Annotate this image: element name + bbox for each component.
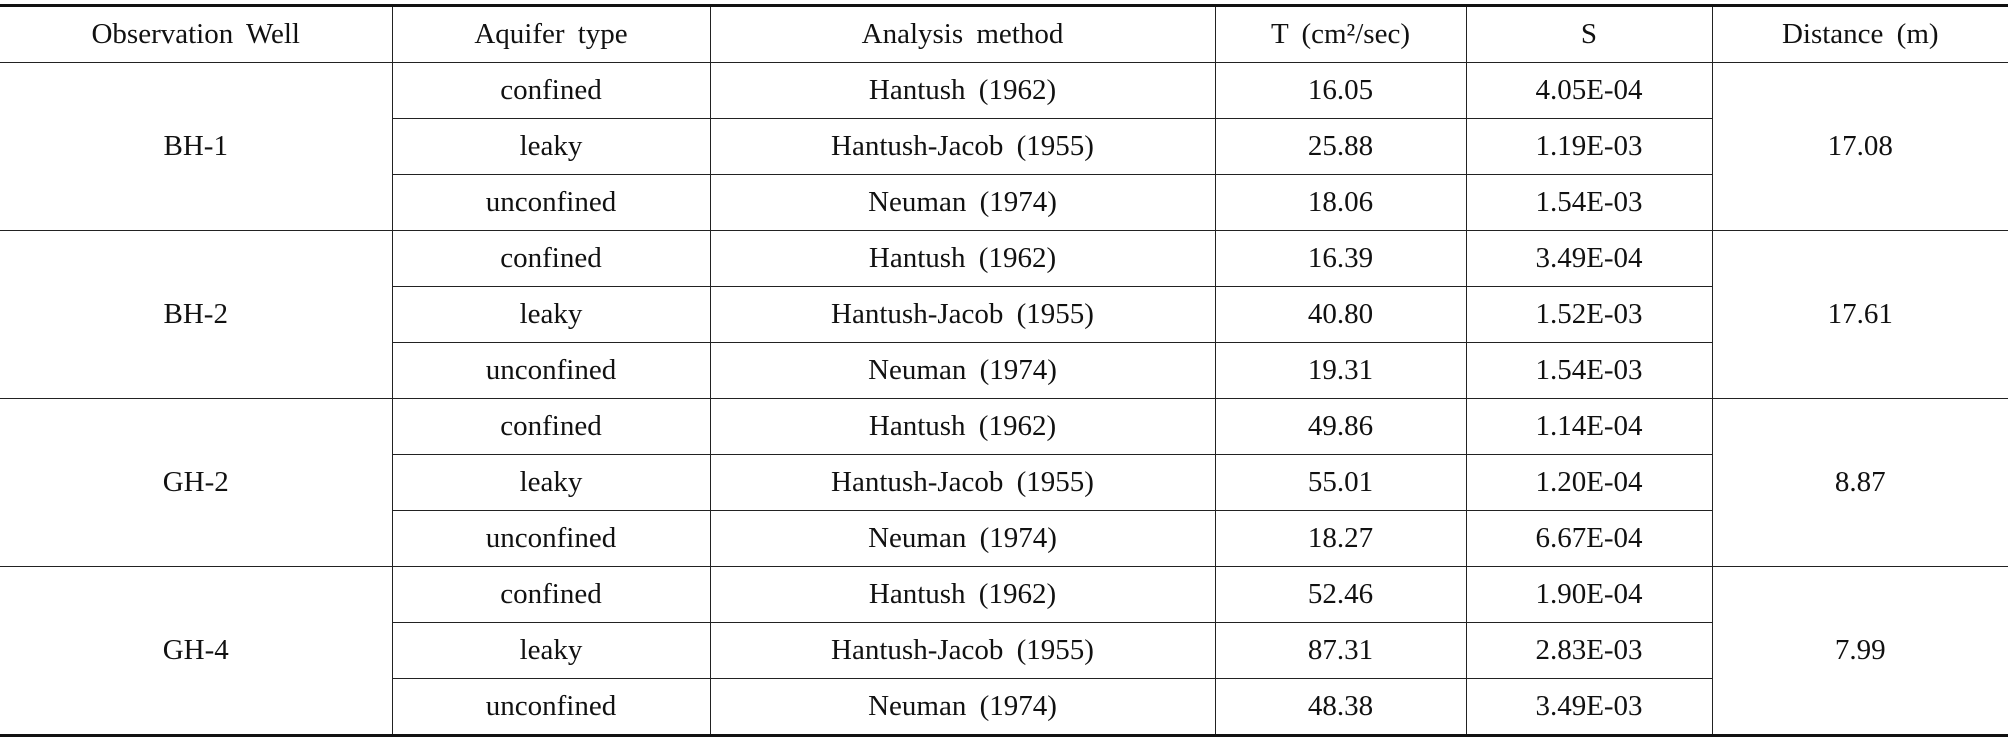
table-row: leaky Hantush-Jacob (1955) 55.01 1.20E-04: [0, 454, 2008, 511]
table-row: unconfined Neuman (1974) 18.06 1.54E-03: [0, 174, 2008, 231]
header-row: Observation Well Aquifer type Analysis met…: [0, 4, 2008, 63]
data-cell: Hantush (1962): [709, 62, 1216, 119]
well-cell: BH-1: [0, 62, 393, 231]
data-cell: 18.27: [1214, 510, 1467, 567]
data-cell: 16.05: [1214, 62, 1467, 119]
well-cell: GH-4: [0, 566, 393, 737]
header-cell: Analysis method: [709, 4, 1216, 63]
data-cell: 25.88: [1214, 118, 1467, 175]
table-row: BH-1 confined Hantush (1962) 16.05 4.05E-04 1…: [0, 62, 2008, 231]
data-cell: 18.06: [1214, 174, 1467, 231]
data-cell: 1.20E-04: [1465, 454, 1712, 511]
data-cell: 49.86: [1214, 398, 1467, 455]
data-cell: 16.39: [1214, 230, 1467, 287]
header-cell: Distance (m): [1711, 4, 2008, 63]
data-cell: Neuman (1974): [709, 342, 1216, 399]
well-cell: BH-2: [0, 230, 393, 399]
data-cell: confined: [391, 398, 711, 455]
table-row: GH-2 confined Hantush (1962) 49.86 1.14E-04 8…: [0, 398, 2008, 567]
data-cell: 1.14E-04: [1465, 398, 1713, 455]
data-cell: Hantush (1962): [709, 230, 1216, 287]
data-cell: Neuman (1974): [709, 678, 1216, 737]
data-cell: 52.46: [1214, 566, 1467, 623]
distance-cell: 7.99: [1711, 566, 2008, 737]
table-row: BH-2 confined Hantush (1962) 16.39 3.49E-04 1…: [0, 230, 2008, 399]
data-cell: 48.38: [1214, 678, 1467, 737]
table-row: leaky Hantush-Jacob (1955) 87.31 2.83E-03: [0, 622, 2008, 679]
table-row: unconfined Neuman (1974) 18.27 6.67E-04: [0, 510, 2008, 567]
data-cell: 2.83E-03: [1465, 622, 1712, 679]
data-cell: leaky: [392, 286, 711, 343]
data-cell: 1.54E-03: [1465, 174, 1712, 231]
table-row: unconfined Neuman (1974) 19.31 1.54E-03: [0, 342, 2008, 399]
table-row: leaky Hantush-Jacob (1955) 25.88 1.19E-03: [0, 118, 2008, 175]
data-cell: confined: [391, 62, 711, 119]
data-cell: 3.49E-03: [1465, 678, 1712, 737]
header-cell: T (cm²/sec): [1214, 4, 1467, 63]
data-cell: 55.01: [1214, 454, 1467, 511]
data-cell: 19.31: [1214, 342, 1467, 399]
data-cell: Hantush (1962): [709, 566, 1216, 623]
data-cell: Hantush-Jacob (1955): [709, 118, 1216, 175]
distance-cell: 17.08: [1711, 62, 2008, 231]
table-row: unconfined Neuman (1974) 48.38 3.49E-03: [0, 678, 2008, 737]
data-cell: 1.90E-04: [1465, 566, 1713, 623]
data-cell: 4.05E-04: [1465, 62, 1713, 119]
table-row: leaky Hantush-Jacob (1955) 40.80 1.52E-03: [0, 286, 2008, 343]
header-cell: Aquifer type: [391, 4, 711, 63]
data-cell: unconfined: [392, 174, 711, 231]
data-cell: leaky: [392, 454, 711, 511]
distance-cell: 8.87: [1711, 398, 2008, 567]
data-cell: 1.54E-03: [1465, 342, 1712, 399]
data-cell: 1.19E-03: [1465, 118, 1712, 175]
table-body: BH-1 confined Hantush (1962) 16.05 4.05E-04 1…: [0, 62, 2008, 737]
data-cell: leaky: [392, 118, 711, 175]
data-cell: confined: [391, 230, 711, 287]
distance-cell: 17.61: [1711, 230, 2008, 399]
data-cell: 87.31: [1214, 622, 1467, 679]
data-cell: Hantush-Jacob (1955): [709, 286, 1216, 343]
data-cell: Neuman (1974): [709, 174, 1216, 231]
well-cell: GH-2: [0, 398, 393, 567]
table-row: GH-4 confined Hantush (1962) 52.46 1.90E-04 7…: [0, 566, 2008, 737]
data-cell: Hantush (1962): [709, 398, 1216, 455]
data-cell: 6.67E-04: [1465, 510, 1712, 567]
data-cell: Hantush-Jacob (1955): [709, 454, 1216, 511]
data-cell: 1.52E-03: [1465, 286, 1712, 343]
data-cell: confined: [391, 566, 711, 623]
header-cell: Observation Well: [0, 4, 393, 63]
data-cell: Neuman (1974): [709, 510, 1216, 567]
data-table: Observation Well Aquifer type Analysis met…: [0, 4, 2008, 737]
data-cell: 3.49E-04: [1465, 230, 1713, 287]
data-cell: Hantush-Jacob (1955): [709, 622, 1216, 679]
data-cell: 40.80: [1214, 286, 1467, 343]
data-cell: leaky: [392, 622, 711, 679]
data-cell: unconfined: [392, 342, 711, 399]
data-cell: unconfined: [392, 678, 711, 737]
data-cell: unconfined: [392, 510, 711, 567]
header-cell: S: [1465, 4, 1713, 63]
